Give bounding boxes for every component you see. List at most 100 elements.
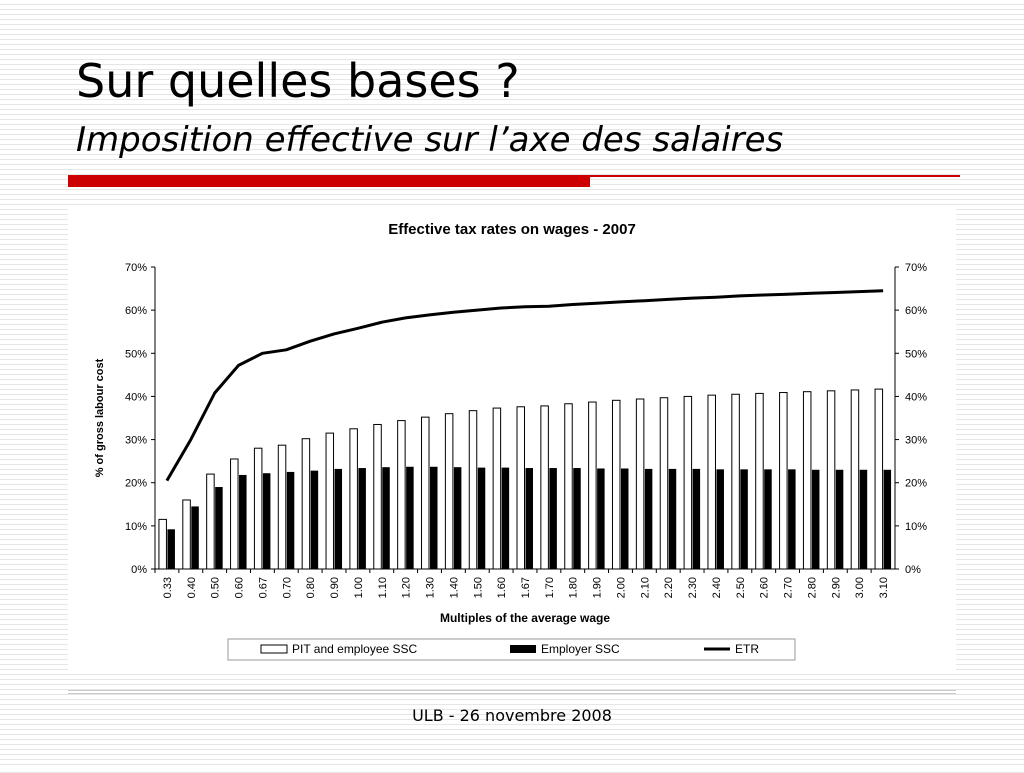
bar-pit — [468, 410, 478, 570]
x-tick-label: 1.60 — [496, 577, 508, 598]
x-tick-label: 2.90 — [830, 577, 842, 598]
bar-pit — [325, 432, 335, 570]
x-tick-label: 1.80 — [568, 577, 580, 598]
bar-pit — [444, 413, 454, 570]
bar-pit — [611, 399, 621, 570]
bar-employer — [620, 468, 629, 569]
bar-employer — [692, 468, 701, 569]
x-tick-label: 1.70 — [544, 577, 556, 598]
bar-employer — [167, 529, 175, 569]
bar-pit — [421, 416, 430, 570]
x-tick-label: 1.50 — [472, 577, 484, 598]
bar-pit — [588, 401, 597, 570]
bar-pit — [564, 403, 573, 570]
bar-pit — [492, 407, 502, 570]
bar-pit — [540, 405, 549, 570]
bar-employer — [215, 487, 223, 569]
x-tick-label: 1.40 — [448, 577, 460, 598]
bar-pit — [707, 394, 716, 570]
y-tick-label-left: 40% — [125, 391, 147, 403]
bar-pit — [802, 391, 812, 570]
bar-employer — [453, 467, 462, 569]
bar-employer — [740, 469, 748, 569]
bar-pit — [826, 390, 836, 570]
bar-employer — [382, 467, 390, 569]
legend-swatch-pit — [260, 644, 288, 654]
x-tick-label: 1.00 — [353, 577, 365, 598]
x-tick-label: 0.33 — [162, 577, 174, 598]
bar-employer — [239, 474, 247, 569]
bar-employer — [811, 469, 820, 569]
y-tick-label-right: 60% — [905, 305, 927, 317]
bar-employer — [668, 468, 677, 569]
x-tick-label: 2.70 — [783, 577, 795, 598]
bar-pit — [206, 473, 215, 570]
chart-title: Effective tax rates on wages - 2007 — [388, 221, 636, 238]
bar-employer — [358, 468, 366, 569]
title-underline-thick — [68, 175, 590, 187]
bar-employer — [883, 469, 892, 569]
bar-pit — [850, 389, 860, 570]
line-etr — [165, 289, 884, 482]
y-tick-label-left: 70% — [125, 262, 147, 274]
x-tick-label: 2.50 — [735, 577, 747, 598]
bar-employer — [501, 467, 510, 569]
bar-pit — [158, 518, 167, 570]
y-tick-label-right: 70% — [905, 262, 927, 274]
x-tick-label: 0.67 — [257, 577, 269, 598]
chart-frame — [68, 206, 956, 672]
x-tick-label: 1.30 — [425, 577, 437, 598]
y-tick-label-left: 10% — [125, 521, 147, 533]
bar-pit — [731, 393, 740, 570]
bar-employer — [310, 470, 319, 569]
bar-pit — [397, 420, 406, 570]
x-tick-label: 1.20 — [401, 577, 413, 598]
bar-employer — [262, 473, 271, 569]
legend-label-etr: ETR — [735, 642, 759, 656]
y-tick-label-left: 50% — [125, 348, 147, 360]
bar-pit — [755, 392, 764, 570]
x-tick-label: 0.70 — [281, 577, 293, 598]
x-tick-label: 2.60 — [759, 577, 771, 598]
bar-pit — [659, 397, 669, 570]
y-tick-label-left: 0% — [131, 564, 147, 576]
x-axis-label: Multiples of the average wage — [440, 611, 610, 625]
x-tick-label: 3.00 — [854, 577, 866, 598]
y-tick-label-right: 40% — [905, 391, 927, 403]
y-tick-label-right: 30% — [905, 435, 927, 447]
bar-pit — [253, 447, 263, 570]
y-tick-label-right: 10% — [905, 521, 927, 533]
x-tick-label: 0.60 — [234, 577, 246, 598]
bar-employer — [525, 468, 533, 569]
footer-rule-top — [68, 690, 956, 691]
bar-pit — [301, 438, 311, 570]
x-tick-label: 1.90 — [592, 577, 604, 598]
slide-title: Sur quelles bases ? — [76, 54, 520, 108]
bar-pit — [182, 499, 191, 570]
bar-employer — [477, 467, 486, 569]
y-axis-label: % of gross labour cost — [94, 358, 106, 477]
bar-pit — [683, 395, 693, 570]
bar-pit — [373, 423, 382, 570]
y-tick-label-right: 20% — [905, 478, 927, 490]
x-tick-label: 2.30 — [687, 577, 699, 598]
x-tick-label: 2.10 — [639, 577, 651, 598]
legend-swatch-employer — [510, 645, 536, 653]
bar-employer — [334, 468, 343, 569]
legend-label-pit: PIT and employee SSC — [292, 642, 418, 656]
bar-employer — [859, 469, 868, 569]
y-tick-label-left: 60% — [125, 305, 147, 317]
y-tick-label-left: 20% — [125, 478, 147, 490]
bar-employer — [573, 468, 581, 569]
bar-employer — [788, 469, 796, 569]
x-tick-label: 0.40 — [186, 577, 198, 598]
x-tick-label: 2.80 — [806, 577, 818, 598]
bar-pit — [230, 458, 239, 570]
x-tick-label: 2.40 — [711, 577, 723, 598]
x-tick-label: 0.50 — [210, 577, 222, 598]
slide-subtitle: Imposition effective sur l’axe des salai… — [76, 120, 784, 160]
y-tick-label-right: 50% — [905, 348, 927, 360]
bar-employer — [597, 468, 605, 569]
